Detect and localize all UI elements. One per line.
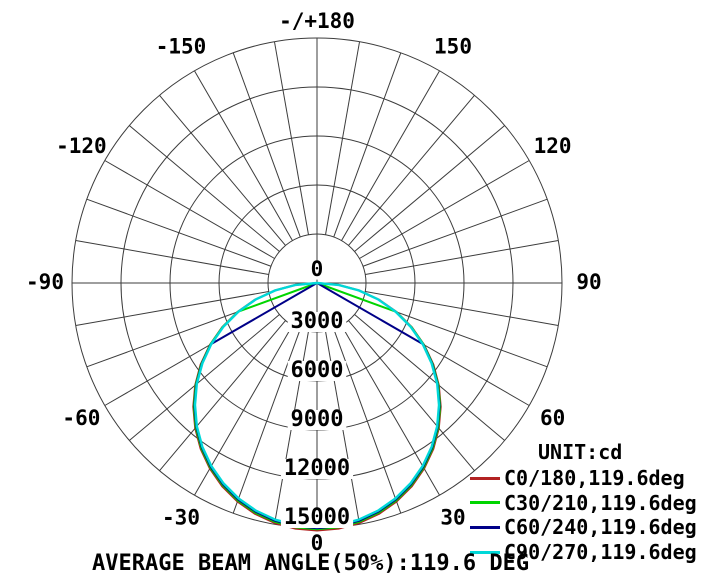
grid-spoke [333,52,402,238]
angle-tick-label: 0 [311,531,324,555]
legend-rows: C0/180,119.6deg C30/210,119.6deg C60/240,1… [470,466,702,564]
grid-spoke [341,70,440,241]
grid-spoke [75,291,269,327]
radial-tick-label: 15000 [284,505,350,530]
radial-tick-label-bg [287,311,347,333]
beam-angle-caption: AVERAGE BEAM ANGLE(50%):119.6 DEG [92,551,530,576]
grid-spoke [232,52,301,238]
grid-spoke [354,314,506,441]
grid-spoke [333,328,402,514]
radial-tick-label-bg [287,360,347,382]
radial-tick-label: 3000 [291,309,344,334]
radial-tick-label: 12000 [284,456,350,481]
grid-spoke [365,291,559,327]
grid-spoke [348,320,475,472]
radial-center-label: 0 [311,257,324,281]
legend-item-label: C60/240,119.6deg [504,515,697,540]
legend-unit-label: UNIT:cd [538,440,623,464]
grid-spoke [273,41,309,235]
angle-tick-label: -30 [162,506,200,530]
legend-item-label: C90/270,119.6deg [504,540,697,565]
legend-item: C60/240,119.6deg [470,515,702,540]
grid-spoke [354,125,506,252]
grid-spoke [325,41,361,235]
angle-tick-label: 30 [440,506,465,530]
radial-tick-label: 9000 [291,407,344,432]
radial-tick-label: 6000 [291,358,344,383]
grid-spoke [159,94,286,246]
legend-swatch-line [470,476,500,480]
angle-tick-label: -60 [62,406,100,430]
radial-tick-label-bg [287,409,347,431]
legend: UNIT:cd C0/180,119.6deg C30/210,119.6deg C… [470,440,702,564]
legend-swatch-line [470,525,500,529]
legend-swatch-line [470,550,500,554]
legend-item: C90/270,119.6deg [470,540,702,565]
legend-item: C0/180,119.6deg [470,466,702,491]
angle-tick-label: 90 [576,270,601,294]
angle-tick-label: -/+180 [279,9,355,33]
legend-item: C30/210,119.6deg [470,491,702,516]
grid-spoke [365,239,559,275]
angle-tick-label: 120 [534,134,572,158]
grid-spoke [359,160,530,259]
grid-spoke [348,94,475,246]
radial-tick-label-bg [280,458,354,480]
intensity-curves [192,281,442,532]
grid-spoke [75,239,269,275]
radial-tick-label-bg [280,507,354,529]
legend-item-label: C0/180,119.6deg [504,466,685,491]
grid-spoke [362,198,548,267]
angle-tick-label: -150 [156,34,207,58]
grid-spoke [128,314,280,441]
grid-spoke [232,328,301,514]
legend-swatch-line [470,501,500,505]
angle-tick-label: -90 [26,270,64,294]
radial-center-label-bg [308,260,326,280]
grid-spoke [86,198,272,267]
axis-labels: -150 -120 -90 -60 -30 0 30 60 90 120 150 -/+180 0 300… [26,9,602,555]
angle-tick-label: -120 [56,134,107,158]
legend-item-label: C30/210,119.6deg [504,490,697,515]
angle-tick-label: 60 [540,406,565,430]
grid-spoke [128,125,280,252]
grid-spoke [194,70,293,241]
angle-tick-label: 150 [434,34,472,58]
grid-spoke [104,160,275,259]
grid-spoke [159,320,286,472]
